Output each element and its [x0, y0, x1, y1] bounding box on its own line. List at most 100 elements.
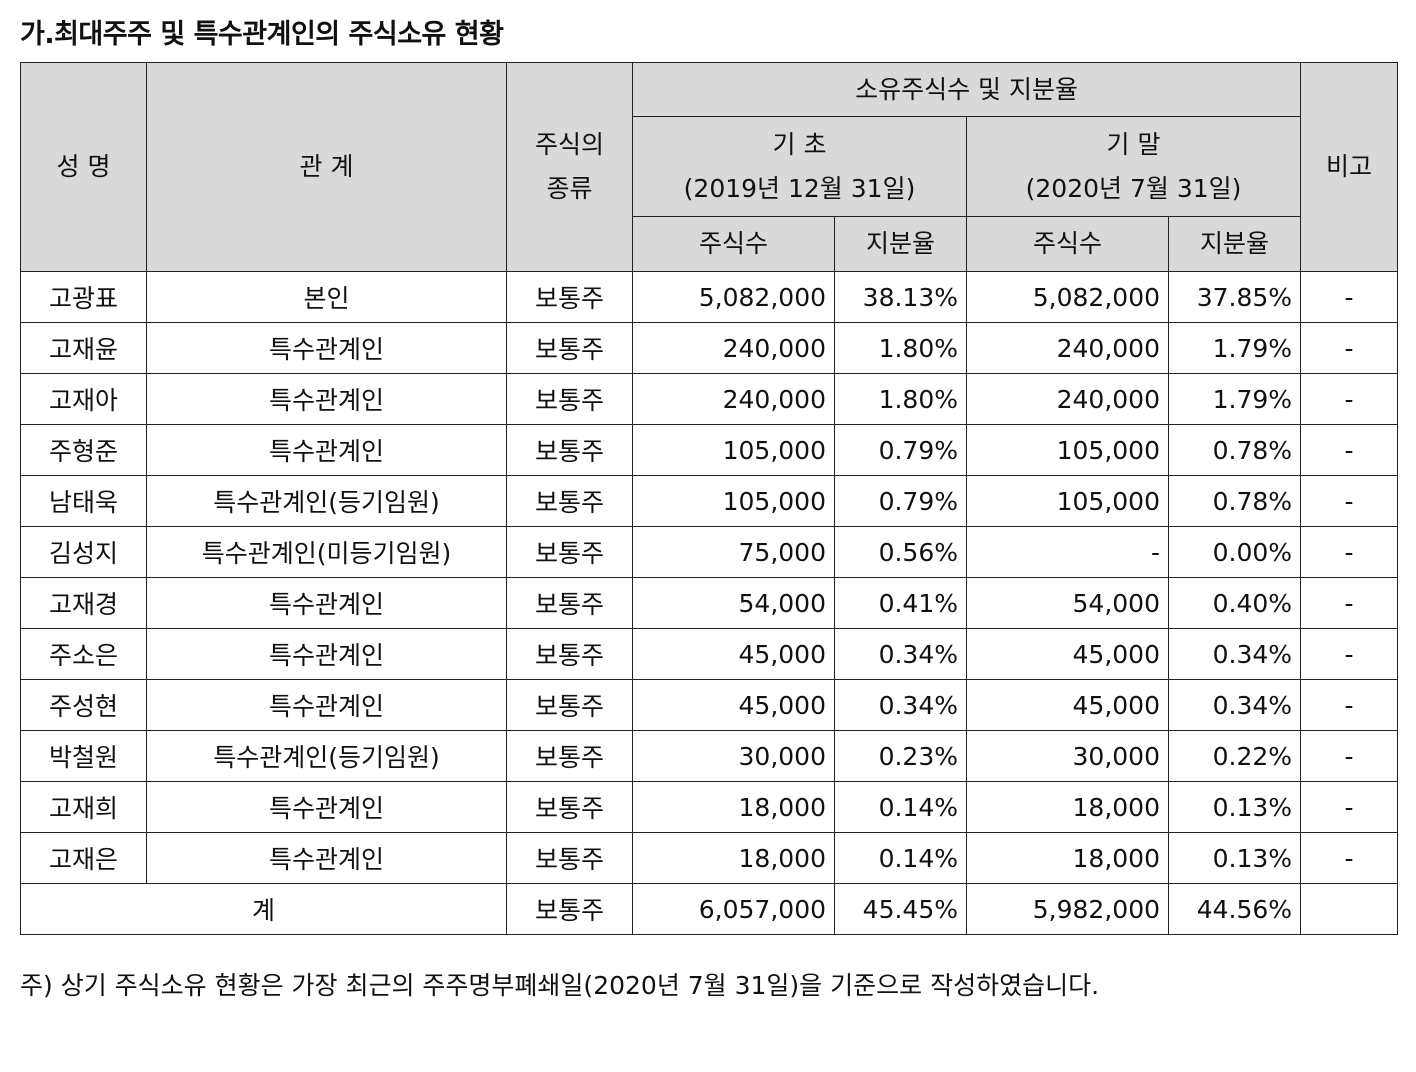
cell-end-ratio: 0.13%	[1167, 781, 1302, 833]
cell-name: 박철원	[20, 730, 147, 782]
cell-start-shares: 5,082,000	[632, 271, 835, 323]
table-row: 고광표 본인 보통주 5,082,000 38.13% 5,082,000 37…	[20, 271, 1399, 323]
cell-relation: 특수관계인	[146, 628, 507, 680]
cell-end-ratio: 0.13%	[1167, 832, 1302, 884]
cell-end-shares: 5,082,000	[966, 271, 1169, 323]
table-row: 김성지 특수관계인(미등기임원) 보통주 75,000 0.56% - 0.00…	[20, 526, 1399, 578]
cell-start-ratio: 1.80%	[834, 322, 967, 374]
cell-start-shares: 54,000	[632, 577, 835, 629]
cell-name: 고재아	[20, 373, 147, 425]
cell-end-ratio: 0.22%	[1167, 730, 1302, 782]
cell-start-shares: 105,000	[632, 424, 835, 476]
cell-name: 고재경	[20, 577, 147, 629]
table-row: 고재아 특수관계인 보통주 240,000 1.80% 240,000 1.79…	[20, 373, 1399, 425]
header-period-start-date: (2019년 12월 31일)	[683, 173, 916, 203]
cell-relation: 특수관계인	[146, 424, 507, 476]
cell-start-ratio: 0.41%	[834, 577, 967, 629]
cell-start-shares: 240,000	[632, 322, 835, 374]
header-period-start-label: 기 초	[772, 129, 827, 159]
header-stock-type: 주식의 종류	[506, 62, 633, 272]
cell-end-shares: 45,000	[966, 679, 1169, 731]
cell-type: 보통주	[506, 781, 633, 833]
cell-start-ratio: 38.13%	[834, 271, 967, 323]
header-end-ratio: 지분율	[1167, 216, 1302, 272]
cell-type: 보통주	[506, 832, 633, 884]
cell-start-shares: 75,000	[632, 526, 835, 578]
cell-note: -	[1300, 781, 1399, 833]
shareholding-table: 성 명 관 계 주식의 종류 소유주식수 및 지분율 비고 기 초 (2019년…	[20, 62, 1399, 935]
cell-end-shares: -	[966, 526, 1169, 578]
cell-type: 보통주	[506, 679, 633, 731]
cell-type: 보통주	[506, 730, 633, 782]
cell-start-shares: 45,000	[632, 679, 835, 731]
cell-end-ratio: 0.40%	[1167, 577, 1302, 629]
header-stock-type-line2: 종류	[546, 174, 593, 203]
cell-name: 고재은	[20, 832, 147, 884]
header-end-shares: 주식수	[966, 216, 1169, 272]
header-period-end-date: (2020년 7월 31일)	[1025, 173, 1242, 203]
cell-end-ratio: 0.34%	[1167, 679, 1302, 731]
cell-start-shares: 45,000	[632, 628, 835, 680]
cell-type: 보통주	[506, 628, 633, 680]
table-row: 고재은 특수관계인 보통주 18,000 0.14% 18,000 0.13% …	[20, 832, 1399, 884]
cell-end-shares: 45,000	[966, 628, 1169, 680]
cell-type: 보통주	[506, 526, 633, 578]
cell-note: -	[1300, 628, 1399, 680]
header-period-end: 기 말 (2020년 7월 31일)	[965, 116, 1302, 217]
header-period-start: 기 초 (2019년 12월 31일)	[632, 116, 967, 217]
total-type: 보통주	[506, 883, 633, 935]
table-row: 박철원 특수관계인(등기임원) 보통주 30,000 0.23% 30,000 …	[20, 730, 1399, 782]
cell-type: 보통주	[506, 424, 633, 476]
cell-type: 보통주	[506, 322, 633, 374]
cell-note: -	[1300, 526, 1399, 578]
cell-end-ratio: 0.78%	[1167, 475, 1302, 527]
cell-start-ratio: 0.56%	[834, 526, 967, 578]
cell-note: -	[1300, 832, 1399, 884]
table-row: 남태욱 특수관계인(등기임원) 보통주 105,000 0.79% 105,00…	[20, 475, 1399, 527]
cell-name: 고재윤	[20, 322, 147, 374]
cell-relation: 특수관계인	[146, 781, 507, 833]
cell-relation: 특수관계인(등기임원)	[146, 475, 507, 527]
cell-start-ratio: 0.79%	[834, 475, 967, 527]
header-stock-type-line1: 주식의	[534, 130, 604, 159]
total-label: 계	[20, 883, 507, 935]
table-row: 주성현 특수관계인 보통주 45,000 0.34% 45,000 0.34% …	[20, 679, 1399, 731]
footnote: 주) 상기 주식소유 현황은 가장 최근의 주주명부폐쇄일(2020년 7월 3…	[20, 971, 1100, 1000]
table-row: 주소은 특수관계인 보통주 45,000 0.34% 45,000 0.34% …	[20, 628, 1399, 680]
cell-relation: 특수관계인	[146, 832, 507, 884]
table-row: 주형준 특수관계인 보통주 105,000 0.79% 105,000 0.78…	[20, 424, 1399, 476]
cell-name: 주형준	[20, 424, 147, 476]
cell-relation: 특수관계인	[146, 679, 507, 731]
cell-end-shares: 30,000	[966, 730, 1169, 782]
cell-type: 보통주	[506, 271, 633, 323]
cell-end-ratio: 1.79%	[1167, 322, 1302, 374]
cell-end-shares: 240,000	[966, 373, 1169, 425]
cell-start-ratio: 0.14%	[834, 832, 967, 884]
cell-name: 고광표	[20, 271, 147, 323]
cell-end-shares: 54,000	[966, 577, 1169, 629]
cell-end-ratio: 0.78%	[1167, 424, 1302, 476]
cell-type: 보통주	[506, 373, 633, 425]
header-ownership: 소유주식수 및 지분율	[631, 62, 1302, 117]
cell-end-shares: 18,000	[966, 781, 1169, 833]
table-row: 고재희 특수관계인 보통주 18,000 0.14% 18,000 0.13% …	[20, 781, 1399, 833]
table-row: 고재윤 특수관계인 보통주 240,000 1.80% 240,000 1.79…	[20, 322, 1399, 374]
cell-end-shares: 105,000	[966, 475, 1169, 527]
total-end-shares: 5,982,000	[966, 883, 1169, 935]
cell-name: 남태욱	[20, 475, 147, 527]
cell-relation: 특수관계인	[146, 577, 507, 629]
cell-note: -	[1300, 322, 1399, 374]
cell-note: -	[1300, 373, 1399, 425]
cell-end-ratio: 37.85%	[1167, 271, 1302, 323]
header-note: 비고	[1300, 62, 1399, 272]
cell-relation: 본인	[146, 271, 507, 323]
cell-end-shares: 18,000	[966, 832, 1169, 884]
cell-start-shares: 105,000	[632, 475, 835, 527]
total-start-ratio: 45.45%	[834, 883, 967, 935]
cell-relation: 특수관계인	[146, 322, 507, 374]
cell-name: 주성현	[20, 679, 147, 731]
cell-start-shares: 240,000	[632, 373, 835, 425]
cell-type: 보통주	[506, 577, 633, 629]
cell-note: -	[1300, 475, 1399, 527]
cell-note: -	[1300, 730, 1399, 782]
